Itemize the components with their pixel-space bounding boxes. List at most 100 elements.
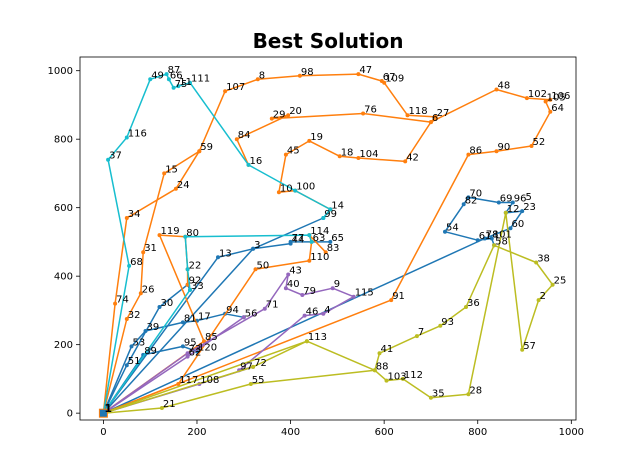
node-label-83: 83	[327, 243, 340, 254]
node-label-97: 97	[240, 361, 253, 372]
depot-label: 1	[104, 402, 112, 415]
route-point	[124, 216, 129, 220]
route-point	[262, 306, 267, 311]
node-label-78: 78	[486, 230, 499, 241]
route-point	[337, 154, 342, 159]
node-label-53: 53	[133, 337, 146, 348]
route-point	[173, 186, 178, 191]
route-point	[113, 301, 118, 306]
route-point	[127, 263, 132, 268]
node-label-76: 76	[364, 105, 377, 116]
node-label-108: 108	[200, 375, 219, 386]
node-label-118: 118	[409, 106, 428, 117]
node-label-101: 101	[493, 230, 512, 241]
node-label-40: 40	[287, 279, 300, 290]
node-label-107: 107	[226, 82, 245, 93]
node-label-114: 114	[310, 226, 329, 237]
route-point	[283, 152, 288, 157]
node-label-43: 43	[289, 266, 302, 277]
node-label-75: 75	[175, 79, 188, 90]
node-label-82: 82	[465, 195, 478, 206]
node-label-119: 119	[161, 226, 180, 237]
route-point	[323, 250, 328, 255]
node-label-47: 47	[359, 65, 372, 76]
node-label-99: 99	[324, 209, 337, 220]
route-point	[241, 315, 246, 320]
route-point	[328, 239, 333, 244]
node-label-17: 17	[198, 312, 211, 323]
node-label-116: 116	[128, 129, 147, 140]
node-label-70: 70	[469, 188, 482, 199]
node-label-98: 98	[301, 67, 314, 78]
node-label-13: 13	[219, 248, 232, 259]
route-point	[197, 149, 202, 154]
node-label-5: 5	[526, 192, 532, 203]
route-point	[543, 99, 548, 104]
route-point	[524, 96, 529, 101]
node-label-32: 32	[128, 310, 141, 321]
node-label-54: 54	[446, 223, 459, 234]
node-label-25: 25	[554, 276, 567, 287]
route-point	[356, 72, 361, 77]
route-point	[443, 229, 447, 234]
route-point	[508, 226, 513, 231]
route-point	[356, 156, 361, 160]
node-label-38: 38	[537, 254, 550, 265]
node-label-117: 117	[179, 375, 198, 386]
node-label-50: 50	[257, 260, 270, 271]
node-label-11: 11	[179, 77, 192, 88]
y-tick-label: 1000	[48, 66, 73, 77]
route-point	[185, 354, 190, 359]
route-point	[382, 80, 387, 85]
route-point	[202, 339, 206, 344]
route-point	[253, 267, 258, 272]
route-point	[216, 255, 220, 260]
y-tick-label: 800	[54, 135, 73, 146]
node-label-35: 35	[432, 389, 445, 400]
route-point	[176, 84, 181, 89]
route-point	[188, 287, 192, 292]
node-label-93: 93	[441, 317, 454, 328]
route-point	[321, 311, 326, 316]
route-point	[330, 286, 335, 291]
node-label-91: 91	[392, 291, 405, 302]
route-point	[536, 298, 541, 303]
route-point	[276, 190, 281, 195]
node-label-44: 44	[292, 235, 305, 246]
node-label-106: 106	[551, 91, 570, 102]
route-point	[148, 77, 153, 82]
route-point	[475, 238, 480, 243]
node-label-30: 30	[161, 298, 174, 309]
route-point	[496, 200, 501, 205]
node-label-31: 31	[144, 243, 157, 254]
route-point	[307, 138, 312, 143]
node-label-12: 12	[507, 204, 520, 215]
route-point	[321, 216, 326, 220]
route-point	[534, 260, 539, 265]
node-label-58: 58	[495, 236, 508, 247]
route-point	[466, 152, 471, 157]
node-label-37: 37	[109, 151, 122, 162]
route-point	[351, 294, 356, 299]
route-point	[494, 149, 499, 154]
y-tick-label: 600	[54, 203, 73, 214]
x-tick-label: 400	[281, 427, 300, 438]
x-tick-label: 0	[100, 427, 106, 438]
route-point	[372, 368, 377, 373]
node-label-46: 46	[306, 307, 319, 318]
chart-title: Best Solution	[253, 29, 404, 53]
route-point	[384, 378, 389, 383]
route-point	[489, 236, 494, 241]
route-line-8	[102, 150, 200, 414]
depot-marker	[98, 408, 108, 418]
node-label-110: 110	[310, 252, 329, 263]
node-label-55: 55	[252, 375, 265, 386]
node-label-27: 27	[437, 108, 450, 119]
route-point	[548, 109, 553, 114]
node-label-66: 66	[170, 70, 183, 81]
route-point	[428, 120, 433, 125]
route-point	[234, 137, 239, 142]
node-label-39: 39	[147, 322, 160, 333]
node-label-74: 74	[116, 295, 129, 306]
